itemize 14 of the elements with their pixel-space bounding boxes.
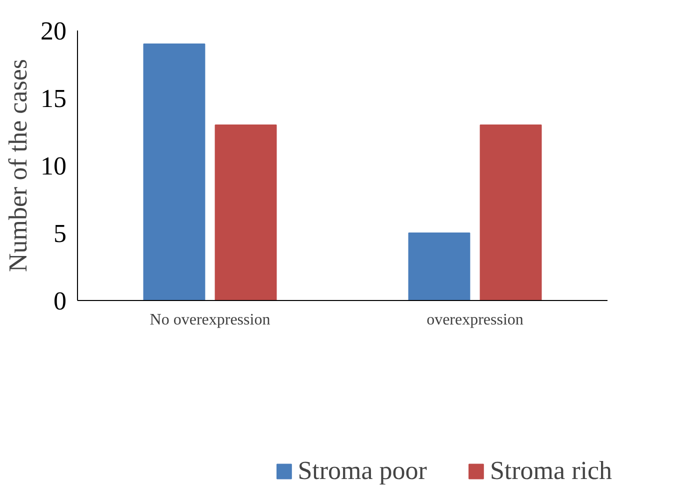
bar xyxy=(480,124,542,300)
y-tick-label: 20 xyxy=(40,16,66,46)
bar xyxy=(143,44,206,300)
y-tick-label: 0 xyxy=(54,286,66,316)
y-axis-title: Number of the cases xyxy=(4,59,32,272)
bar xyxy=(408,232,470,300)
y-tick-label: 15 xyxy=(40,84,66,113)
y-tick-label: 10 xyxy=(40,152,66,180)
bar xyxy=(214,124,277,300)
legend-label: Stroma rich xyxy=(490,456,612,486)
legend-label: Stroma poor xyxy=(298,456,427,486)
x-tick-label: overexpression xyxy=(426,312,524,328)
y-tick-label: 5 xyxy=(54,219,66,248)
x-tick-label: No overexpression xyxy=(150,312,270,328)
